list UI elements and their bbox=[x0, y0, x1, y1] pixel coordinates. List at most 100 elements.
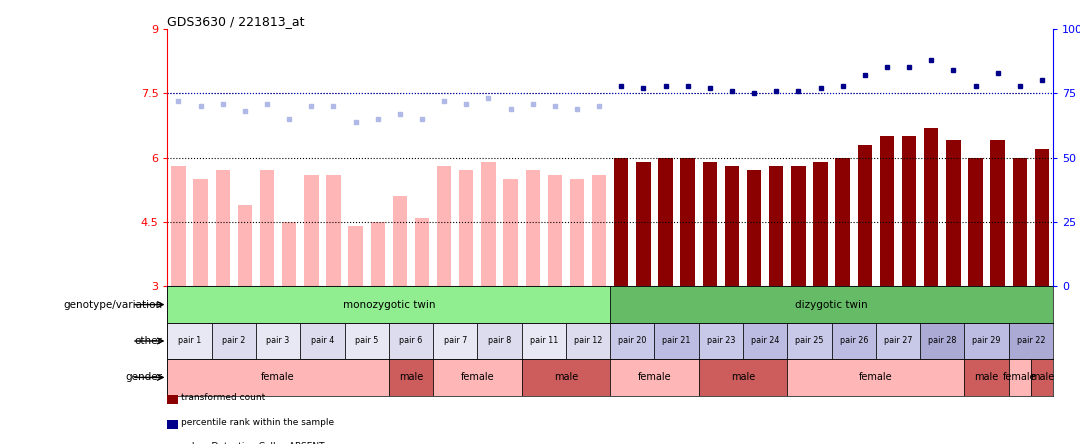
Bar bbox=[699, 323, 743, 359]
Bar bbox=[969, 158, 983, 286]
Bar bbox=[1009, 359, 1031, 396]
Bar bbox=[172, 166, 186, 286]
Text: pair 6: pair 6 bbox=[400, 337, 422, 345]
Text: transformed count: transformed count bbox=[181, 393, 266, 402]
Bar bbox=[946, 140, 960, 286]
Text: percentile rank within the sample: percentile rank within the sample bbox=[181, 418, 335, 427]
Text: female: female bbox=[859, 373, 893, 382]
Bar bbox=[876, 323, 920, 359]
Bar bbox=[792, 166, 806, 286]
Text: female: female bbox=[1003, 373, 1037, 382]
Bar bbox=[743, 323, 787, 359]
Text: pair 24: pair 24 bbox=[751, 337, 780, 345]
Text: female: female bbox=[460, 373, 495, 382]
Bar bbox=[924, 127, 939, 286]
Bar bbox=[832, 323, 876, 359]
Text: male: male bbox=[974, 373, 999, 382]
Bar bbox=[300, 323, 345, 359]
Bar bbox=[920, 323, 964, 359]
Bar bbox=[260, 170, 274, 286]
Bar bbox=[570, 179, 584, 286]
Bar bbox=[349, 226, 363, 286]
Bar bbox=[747, 170, 761, 286]
Bar bbox=[345, 323, 389, 359]
Bar bbox=[964, 359, 1009, 396]
Text: pair 3: pair 3 bbox=[267, 337, 289, 345]
Bar bbox=[212, 323, 256, 359]
Bar bbox=[477, 323, 522, 359]
Text: pair 28: pair 28 bbox=[928, 337, 957, 345]
Bar bbox=[858, 145, 872, 286]
Bar bbox=[437, 166, 451, 286]
Text: pair 20: pair 20 bbox=[618, 337, 647, 345]
Bar bbox=[433, 323, 477, 359]
Text: monozygotic twin: monozygotic twin bbox=[342, 300, 435, 309]
Bar bbox=[526, 170, 540, 286]
Bar bbox=[389, 323, 433, 359]
Bar bbox=[389, 359, 433, 396]
Bar bbox=[1013, 158, 1027, 286]
Text: pair 21: pair 21 bbox=[662, 337, 691, 345]
Bar bbox=[566, 323, 610, 359]
Bar bbox=[393, 196, 407, 286]
Bar bbox=[282, 222, 296, 286]
Bar bbox=[522, 323, 566, 359]
Bar bbox=[415, 218, 429, 286]
Bar bbox=[459, 170, 473, 286]
Bar bbox=[610, 286, 1053, 323]
Text: other: other bbox=[134, 336, 162, 346]
Text: pair 11: pair 11 bbox=[529, 337, 558, 345]
Text: pair 23: pair 23 bbox=[706, 337, 735, 345]
Text: pair 22: pair 22 bbox=[1016, 337, 1045, 345]
Bar bbox=[787, 359, 964, 396]
Text: pair 1: pair 1 bbox=[178, 337, 201, 345]
Text: male: male bbox=[554, 373, 578, 382]
Text: dizygotic twin: dizygotic twin bbox=[795, 300, 868, 309]
Bar bbox=[1030, 359, 1053, 396]
Bar bbox=[964, 323, 1009, 359]
Bar bbox=[902, 136, 916, 286]
Bar bbox=[1035, 149, 1049, 286]
Bar bbox=[522, 359, 610, 396]
Bar bbox=[610, 359, 699, 396]
Bar bbox=[305, 175, 319, 286]
Text: GDS3630 / 221813_at: GDS3630 / 221813_at bbox=[167, 15, 305, 28]
Bar bbox=[659, 158, 673, 286]
Bar bbox=[370, 222, 384, 286]
Text: pair 2: pair 2 bbox=[222, 337, 245, 345]
Text: female: female bbox=[261, 373, 295, 382]
Text: pair 12: pair 12 bbox=[573, 337, 603, 345]
Text: pair 26: pair 26 bbox=[839, 337, 868, 345]
Bar bbox=[813, 162, 827, 286]
Bar bbox=[482, 162, 496, 286]
Bar bbox=[699, 359, 787, 396]
Text: pair 4: pair 4 bbox=[311, 337, 334, 345]
Bar bbox=[238, 205, 252, 286]
Bar bbox=[725, 166, 739, 286]
Bar bbox=[680, 158, 694, 286]
Bar bbox=[615, 158, 629, 286]
Bar bbox=[167, 359, 389, 396]
Text: pair 27: pair 27 bbox=[883, 337, 913, 345]
Text: male: male bbox=[731, 373, 755, 382]
Bar bbox=[167, 323, 212, 359]
Bar bbox=[433, 359, 522, 396]
Bar bbox=[787, 323, 832, 359]
Bar bbox=[769, 166, 783, 286]
Bar bbox=[193, 179, 207, 286]
Bar bbox=[654, 323, 699, 359]
Bar bbox=[636, 162, 650, 286]
Bar bbox=[836, 158, 850, 286]
Bar bbox=[703, 162, 717, 286]
Bar bbox=[880, 136, 894, 286]
Text: male: male bbox=[399, 373, 423, 382]
Bar bbox=[1009, 323, 1053, 359]
Bar bbox=[216, 170, 230, 286]
Text: pair 25: pair 25 bbox=[795, 337, 824, 345]
Text: genotype/variation: genotype/variation bbox=[63, 300, 162, 309]
Text: pair 29: pair 29 bbox=[972, 337, 1001, 345]
Text: gender: gender bbox=[125, 373, 162, 382]
Bar bbox=[256, 323, 300, 359]
Bar bbox=[592, 175, 606, 286]
Bar bbox=[326, 175, 340, 286]
